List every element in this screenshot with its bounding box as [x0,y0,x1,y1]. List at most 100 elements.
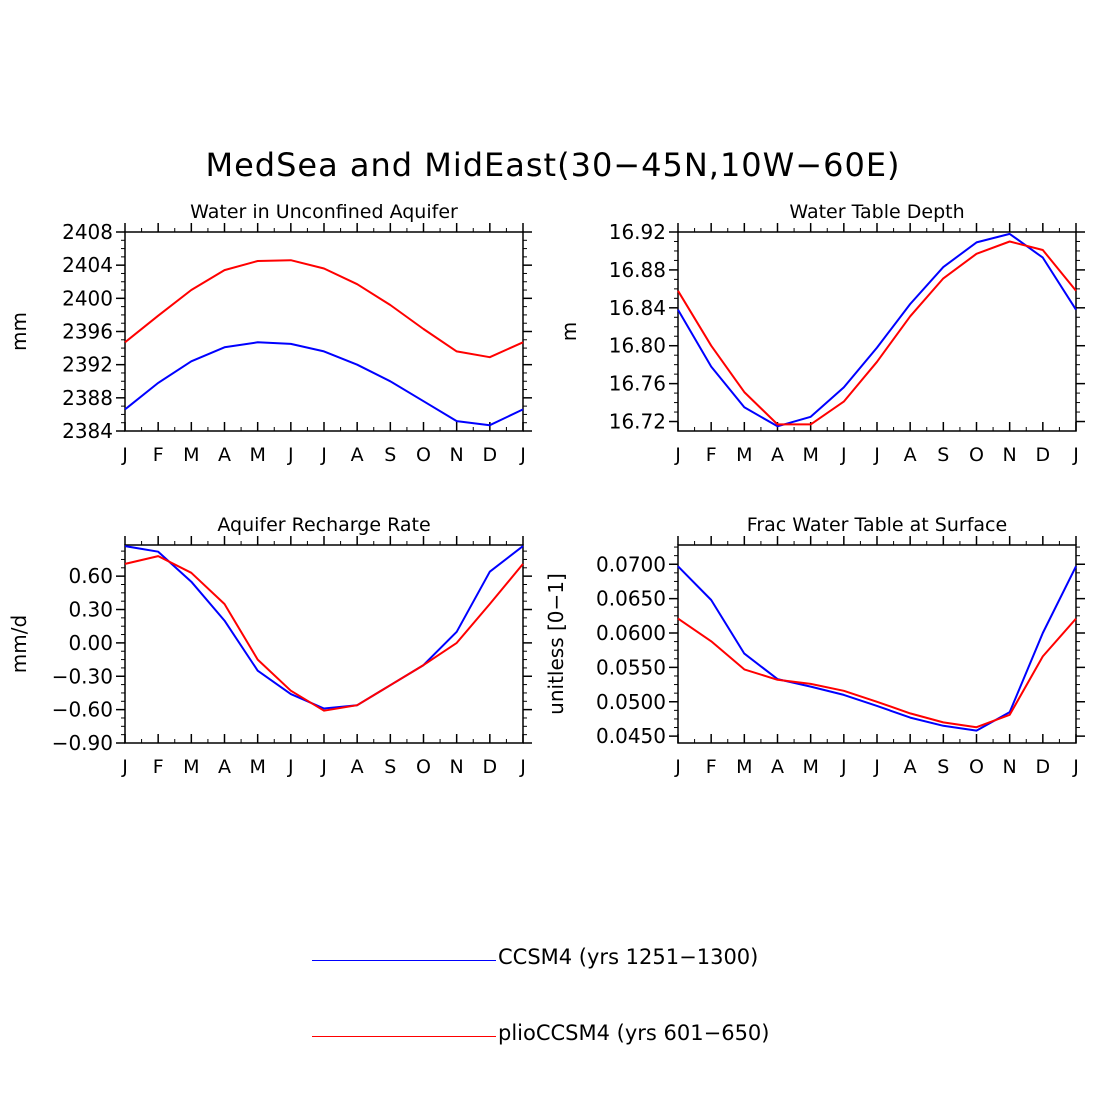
y-tick-label: 16.88 [609,258,666,282]
x-tick-label: O [416,756,431,778]
y-tick-label: 2396 [62,320,113,344]
y-axis-label: unitless [0−1] [544,573,568,715]
panel-title: Aquifer Recharge Rate [217,514,430,536]
x-tick-label: F [706,756,717,778]
y-tick-label: −0.90 [52,731,113,755]
x-tick-label: J [121,444,128,466]
x-tick-label: A [218,444,231,466]
legend-item-plio: plioCCSM4 (yrs 601−650) [310,1017,910,1057]
chart-panel-4: Frac Water Table at Surface unitless [0−1… [544,514,1085,778]
series-line-ccsm4 [677,565,1077,732]
series-line-ccsm4 [677,232,1077,428]
y-tick-label: 2388 [62,386,113,410]
y-tick-label: 16.84 [609,296,666,320]
x-tick-label: A [351,444,364,466]
x-tick-label: M [183,444,199,466]
x-tick-label: N [1003,756,1017,778]
x-tick-label: M [802,756,818,778]
x-tick-label: J [873,444,880,466]
x-tick-label: O [416,444,431,466]
legend-item-ccsm4: CCSM4 (yrs 1251−1300) [310,941,910,981]
panel-title: Water in Unconfined Aquifer [190,201,458,223]
x-tick-label: J [674,756,681,778]
y-tick-label: 0.0500 [596,690,666,714]
x-tick-label: N [450,756,464,778]
legend-label-ccsm4: CCSM4 (yrs 1251−1300) [498,945,759,969]
x-tick-label: J [840,444,847,466]
x-tick-label: J [873,756,880,778]
series-line-plio [677,240,1077,426]
series-line-plio [124,555,524,712]
x-tick-label: J [320,756,327,778]
y-tick-label: 0.0600 [596,621,666,645]
x-tick-label: S [937,444,949,466]
legend-line-ccsm4 [312,960,496,961]
y-tick-label: 2408 [62,220,113,244]
x-tick-label: A [904,756,917,778]
x-tick-label: A [351,756,364,778]
x-tick-label: J [121,756,128,778]
x-tick-label: D [1036,444,1051,466]
y-axis-label: mm/d [7,615,31,673]
x-tick-label: S [384,756,396,778]
y-tick-label: 16.92 [609,220,666,244]
x-tick-label: A [771,756,784,778]
y-tick-label: 0.0700 [596,552,666,576]
y-tick-label: 2404 [62,253,113,277]
x-tick-label: M [802,444,818,466]
x-tick-label: F [706,444,717,466]
y-tick-label: 0.0450 [596,724,666,748]
x-tick-label: O [969,444,984,466]
plot-frame [124,231,524,432]
y-axis-label: m [557,322,581,341]
y-tick-label: 2392 [62,353,113,377]
x-tick-label: J [519,444,526,466]
x-tick-label: S [384,444,396,466]
series-line-plio [124,259,524,359]
y-tick-label: 16.80 [609,334,666,358]
y-tick-label: 2384 [62,419,113,443]
x-tick-label: J [320,444,327,466]
y-tick-label: 0.0550 [596,655,666,679]
x-tick-label: J [519,756,526,778]
plot-frame [677,231,1077,432]
x-tick-label: A [904,444,917,466]
x-tick-label: M [249,444,265,466]
y-tick-label: 0.0650 [596,587,666,611]
panel-title: Frac Water Table at Surface [747,514,1007,536]
x-tick-label: S [937,756,949,778]
x-tick-label: D [483,756,498,778]
x-tick-label: J [674,444,681,466]
figure-title: MedSea and MidEast(30−45N,10W−60E) [205,146,901,184]
legend-line-plio [312,1036,496,1037]
x-tick-label: F [153,756,164,778]
panel-title: Water Table Depth [789,201,964,223]
series-line-plio [677,617,1077,729]
y-tick-label: 0.60 [68,564,113,588]
y-tick-label: 16.72 [609,410,666,434]
y-tick-label: −0.30 [52,664,113,688]
x-tick-label: F [153,444,164,466]
legend-label-plio: plioCCSM4 (yrs 601−650) [498,1021,770,1045]
x-tick-label: J [287,756,294,778]
x-tick-label: N [450,444,464,466]
x-tick-label: N [1003,444,1017,466]
series-line-ccsm4 [124,545,524,710]
x-tick-label: M [736,756,752,778]
x-tick-label: O [969,756,984,778]
x-tick-label: J [1072,444,1079,466]
x-tick-label: A [771,444,784,466]
y-tick-label: 16.76 [609,372,666,396]
x-tick-label: D [483,444,498,466]
y-tick-label: 0.30 [68,598,113,622]
x-tick-label: A [218,756,231,778]
x-tick-label: M [736,444,752,466]
y-tick-label: 0.00 [68,631,113,655]
x-tick-label: M [183,756,199,778]
x-tick-label: M [249,756,265,778]
